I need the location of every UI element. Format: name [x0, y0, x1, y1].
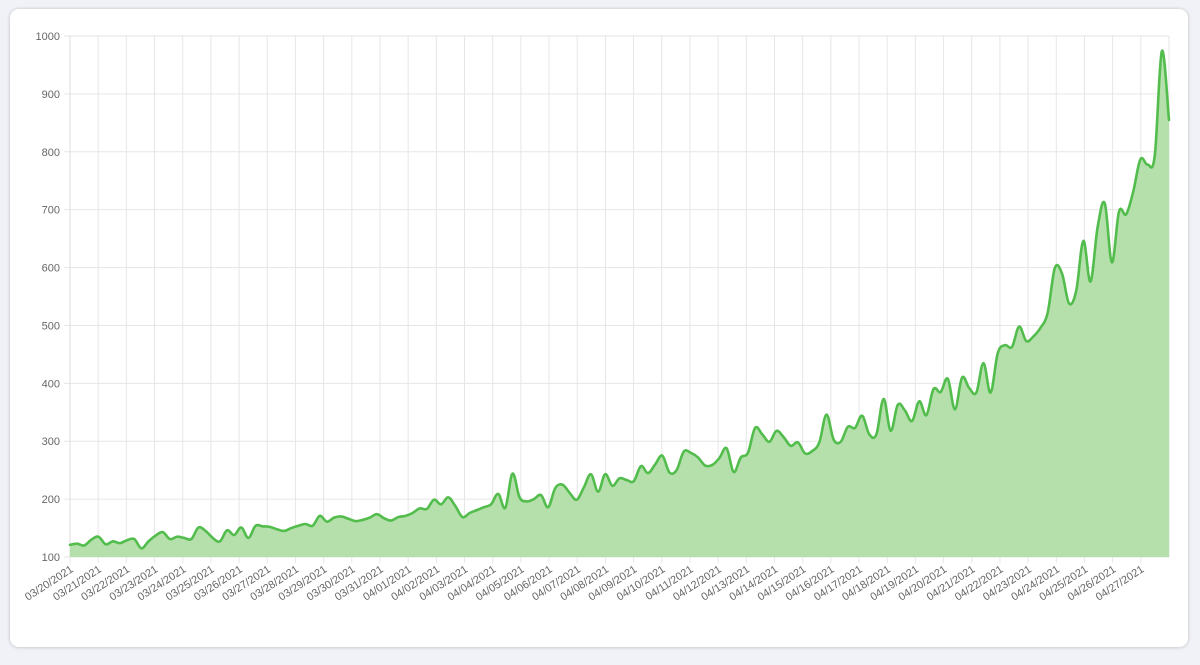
y-tick-label: 300: [42, 436, 60, 448]
y-axis-ticks: 100 200 300 400 500 600 700 800 900 1000: [36, 31, 60, 564]
area-chart: 100 200 300 400 500 600 700 800 900 1000 03/20/20…: [23, 31, 1171, 604]
y-tick-label: 100: [42, 552, 60, 564]
y-tick-label: 400: [42, 378, 60, 390]
y-tick-label: 200: [42, 494, 60, 506]
x-axis-ticks: 03/20/202103/21/202103/22/202103/23/2021…: [23, 563, 1147, 603]
y-tick-label: 500: [42, 320, 60, 332]
y-tick-label: 600: [42, 263, 60, 275]
plot-area: [68, 49, 1171, 558]
y-tick-label: 900: [42, 89, 60, 101]
y-tick-label: 700: [42, 205, 60, 217]
y-tick-label: 800: [42, 147, 60, 159]
chart-card: 100 200 300 400 500 600 700 800 900 1000 03/20/20…: [10, 9, 1188, 647]
series-area-fill: [70, 50, 1169, 558]
y-tick-label: 1000: [36, 31, 60, 43]
series-line: [68, 49, 1171, 550]
